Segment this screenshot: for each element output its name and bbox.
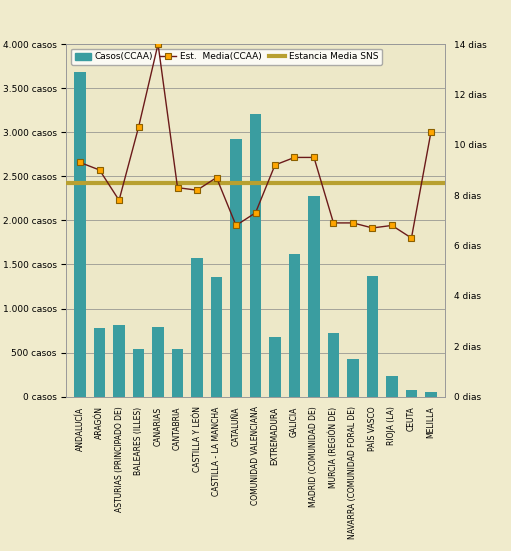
Bar — [425, 392, 437, 397]
Bar — [113, 325, 125, 397]
Bar — [94, 328, 105, 397]
Bar — [328, 333, 339, 397]
Bar — [250, 114, 261, 397]
Bar — [366, 276, 378, 397]
Bar — [191, 258, 203, 397]
Bar — [406, 390, 417, 397]
Bar — [152, 327, 164, 397]
Bar — [347, 359, 359, 397]
Bar — [133, 349, 145, 397]
Bar — [172, 349, 183, 397]
Bar — [308, 196, 320, 397]
Bar — [386, 376, 398, 397]
Bar — [74, 72, 86, 397]
Bar — [289, 254, 300, 397]
Bar — [269, 337, 281, 397]
Bar — [211, 277, 222, 397]
Bar — [230, 139, 242, 397]
Legend: Casos(CCAA), Est.  Media(CCAA), Estancia Media SNS: Casos(CCAA), Est. Media(CCAA), Estancia … — [71, 48, 382, 65]
